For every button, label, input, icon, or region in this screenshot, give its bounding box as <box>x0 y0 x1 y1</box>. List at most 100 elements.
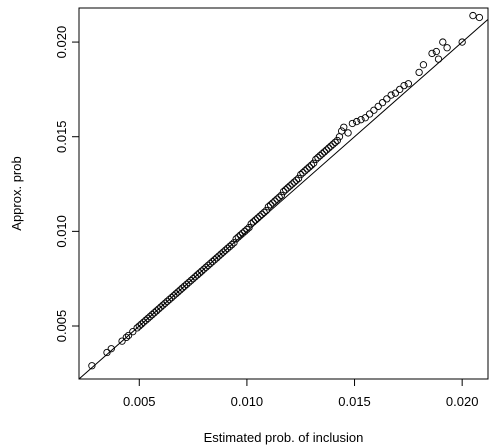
data-point <box>195 269 204 277</box>
data-point <box>150 309 158 317</box>
data-point <box>198 267 206 275</box>
data-point <box>314 153 322 162</box>
data-point <box>228 240 236 249</box>
data-point <box>344 129 352 137</box>
data-point <box>185 278 193 287</box>
data-point <box>353 117 361 126</box>
data-point <box>133 324 141 332</box>
data-point <box>124 331 133 340</box>
y-axis: 0.005 0.010 0.015 0.020 <box>54 26 79 342</box>
data-point <box>439 38 447 46</box>
data-point <box>337 127 346 135</box>
data-point <box>329 140 337 148</box>
y-tick-label: 0.020 <box>54 26 69 59</box>
data-point <box>180 282 189 290</box>
data-point <box>374 102 382 111</box>
data-point <box>303 165 311 173</box>
data-point <box>234 233 242 241</box>
data-point <box>419 61 428 69</box>
data-point <box>365 110 374 118</box>
data-point <box>273 195 281 203</box>
x-tick-label: 0.015 <box>338 394 371 409</box>
data-point <box>157 303 165 311</box>
data-point <box>271 197 279 205</box>
data-point <box>286 182 294 190</box>
data-point <box>297 170 305 179</box>
data-point <box>312 155 320 164</box>
data-point <box>256 212 264 220</box>
data-point <box>290 178 298 186</box>
data-point <box>191 273 199 281</box>
data-point <box>284 184 292 192</box>
data-point <box>331 138 339 147</box>
data-point <box>174 288 182 296</box>
data-point <box>230 239 238 247</box>
data-point <box>187 276 195 285</box>
data-point <box>458 38 466 46</box>
data-point <box>232 235 240 243</box>
y-tick-label: 0.010 <box>54 215 69 248</box>
data-point <box>135 322 143 330</box>
data-point <box>309 159 318 167</box>
data-point <box>258 210 266 218</box>
data-point <box>118 337 126 345</box>
data-point <box>122 333 131 342</box>
data-point <box>176 286 184 294</box>
data-point <box>269 199 277 207</box>
data-point <box>152 307 161 315</box>
data-point <box>469 11 477 20</box>
data-point <box>279 187 288 196</box>
data-point <box>475 13 484 22</box>
data-point <box>333 136 341 145</box>
data-point <box>277 191 285 200</box>
data-point <box>361 114 369 122</box>
data-point <box>340 123 348 131</box>
data-point <box>167 293 176 302</box>
x-tick-label: 0.010 <box>231 394 264 409</box>
data-point <box>103 348 111 357</box>
data-point <box>217 250 225 258</box>
data-point <box>172 290 180 298</box>
data-point <box>170 292 178 300</box>
data-point <box>322 146 331 154</box>
data-point <box>266 201 275 209</box>
data-point <box>434 55 443 63</box>
data-point <box>139 318 148 326</box>
data-point <box>223 244 232 253</box>
data-point <box>189 275 197 283</box>
data-point <box>210 256 219 264</box>
y-tick-label: 0.005 <box>54 310 69 343</box>
data-point <box>301 167 309 175</box>
data-point <box>432 47 440 56</box>
data-point <box>206 259 214 268</box>
data-point <box>404 80 413 88</box>
data-point <box>400 81 408 90</box>
data-point <box>238 229 247 237</box>
data-point <box>288 180 296 188</box>
data-point <box>348 119 357 128</box>
data-point <box>107 345 115 353</box>
data-point <box>129 328 137 336</box>
data-point <box>202 263 210 271</box>
data-point <box>415 68 423 77</box>
data-point <box>251 216 260 224</box>
data-point <box>226 242 234 251</box>
data-point <box>245 223 253 232</box>
data-point <box>316 151 324 160</box>
data-point <box>325 144 333 152</box>
data-point <box>137 320 146 328</box>
data-points <box>88 11 484 370</box>
data-point <box>144 314 152 323</box>
data-point <box>305 163 313 171</box>
data-point <box>182 280 191 289</box>
data-point <box>154 305 163 313</box>
data-point <box>236 231 245 239</box>
data-point <box>428 49 436 58</box>
data-point <box>221 246 230 254</box>
data-point <box>200 265 208 273</box>
data-point <box>320 148 329 156</box>
data-point <box>378 98 387 107</box>
data-point <box>292 176 301 184</box>
data-point <box>294 174 303 183</box>
